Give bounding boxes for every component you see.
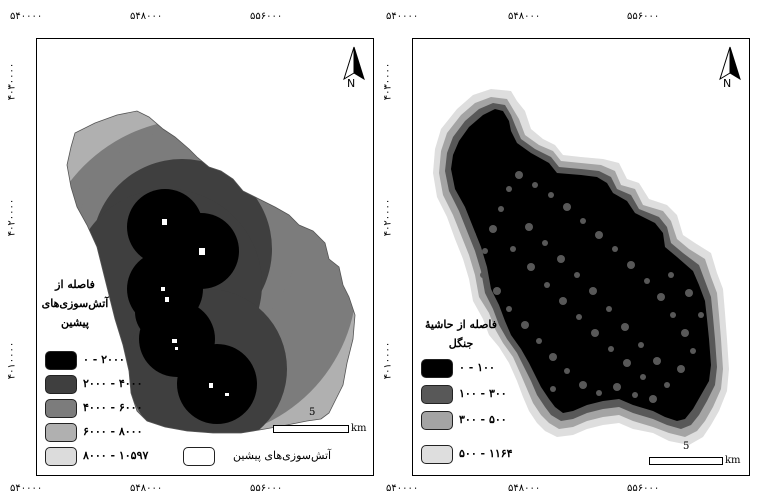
legend-title-line-1: فاصله از حاشیۀ [424, 318, 498, 331]
previous-fires-label: آتش‌سوزی‌های پیشین [233, 449, 332, 462]
y-coord-label-left-3: ۴۰۱۰۰۰۰ [6, 341, 18, 380]
scale-bar-value: 5 [309, 407, 316, 418]
legend-swatch [45, 399, 77, 418]
y-coord-label-right-1: ۴۰۳۰۰۰۰ [382, 62, 394, 101]
y-coord-label-left-1: ۴۰۳۰۰۰۰ [6, 62, 18, 101]
north-label: N [347, 77, 356, 90]
watershed-boundary [66, 110, 356, 434]
legend-label: ۵۰۰ - ۱۱۶۴ [459, 447, 513, 460]
legend-swatch [421, 411, 453, 430]
legend-title-line-2: جنگل [448, 337, 474, 350]
north-label: N [723, 77, 732, 90]
legend-label: ۶۰۰۰ - ۸۰۰۰ [83, 425, 143, 438]
x-coord-label-bottom-right-3: ۵۵۶۰۰۰ [627, 483, 660, 494]
legend-title-line-3: پیشین [61, 316, 89, 329]
legend-title: فاصله از آتش‌سوزی‌های پیشین [39, 275, 111, 332]
legend-title: فاصله از حاشیۀ جنگل [415, 315, 507, 353]
x-coord-label-right-1: ۵۴۰۰۰۰ [386, 11, 419, 22]
legend-title-line-2: آتش‌سوزی‌های [41, 297, 109, 310]
forest-edge-distance-map-panel: N فاصله از حاشیۀ جنگل ۰ - ۱۰۰ ۱۰۰ - ۳۰۰ … [412, 38, 750, 476]
legend-swatch [421, 359, 453, 378]
north-arrow-icon [719, 46, 741, 81]
legend-title-line-1: فاصله از [55, 278, 95, 291]
x-coord-label-left-2: ۵۴۸۰۰۰ [130, 11, 163, 22]
x-coord-label-left-1: ۵۴۰۰۰۰ [10, 11, 43, 22]
y-coord-label-right-2: ۴۰۲۰۰۰۰ [382, 198, 394, 237]
legend-swatch [421, 385, 453, 404]
legend-label: ۰ - ۱۰۰ [459, 361, 495, 374]
legend-label: ۰ - ۲۰۰۰ [83, 353, 125, 366]
scale-bar [273, 425, 349, 433]
x-coord-label-bottom-left-2: ۵۴۸۰۰۰ [130, 483, 163, 494]
fire-distance-map [66, 110, 356, 434]
scale-bar-unit: km [725, 455, 741, 466]
legend-swatch [421, 445, 453, 464]
legend-swatch [45, 423, 77, 442]
north-arrow-icon [343, 46, 365, 81]
x-coord-label-bottom-right-2: ۵۴۸۰۰۰ [508, 483, 541, 494]
legend-label: ۳۰۰ - ۵۰۰ [459, 413, 507, 426]
y-coord-label-right-3: ۴۰۱۰۰۰۰ [382, 341, 394, 380]
scale-bar-value: 5 [683, 441, 690, 452]
legend-label: ۴۰۰۰ - ۶۰۰۰ [83, 401, 143, 414]
legend-label: ۲۰۰۰ - ۴۰۰۰ [83, 377, 143, 390]
x-coord-label-bottom-left-3: ۵۵۶۰۰۰ [250, 483, 283, 494]
legend-swatch [45, 351, 77, 370]
x-coord-label-bottom-right-1: ۵۴۰۰۰۰ [386, 483, 419, 494]
x-coord-label-bottom-left-1: ۵۴۰۰۰۰ [10, 483, 43, 494]
previous-fires-swatch [183, 447, 215, 466]
x-coord-label-right-3: ۵۵۶۰۰۰ [627, 11, 660, 22]
fire-distance-map-panel: N فاصله از آتش‌سوزی‌های پیشین ۰ - ۲۰۰۰ ۲… [36, 38, 374, 476]
forest-edge-distance-map [433, 89, 729, 445]
legend-label: ۸۰۰۰ - ۱۰۵۹۷ [83, 449, 149, 462]
legend-swatch [45, 447, 77, 466]
x-coord-label-left-3: ۵۵۶۰۰۰ [250, 11, 283, 22]
scale-bar [649, 457, 723, 465]
legend-swatch [45, 375, 77, 394]
scale-bar-unit: km [351, 423, 367, 434]
y-coord-label-left-2: ۴۰۲۰۰۰۰ [6, 198, 18, 237]
legend-label: ۱۰۰ - ۳۰۰ [459, 387, 507, 400]
x-coord-label-right-2: ۵۴۸۰۰۰ [508, 11, 541, 22]
